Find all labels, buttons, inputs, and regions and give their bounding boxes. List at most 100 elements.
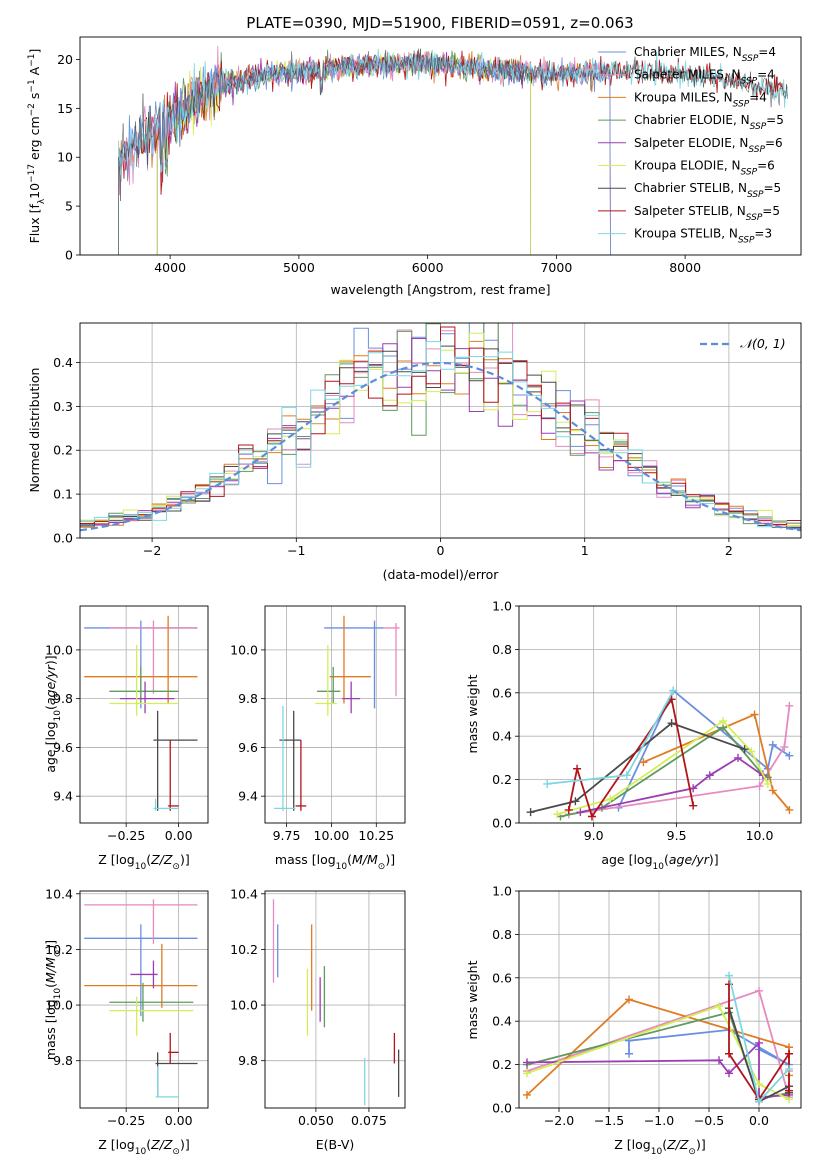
errorbar-point: [324, 620, 384, 709]
weight-vs-age-xlabel: age [log10(age/yr)]: [601, 852, 718, 872]
legend-entry: Salpeter ELODIE, NSSP=6: [634, 136, 783, 155]
legend-entry: Chabrier MILES, NSSP=4: [634, 45, 776, 64]
errorbar-point: [155, 1066, 179, 1098]
age-vs-Z-ylabel: age [log10(age/yr)]: [43, 655, 63, 772]
legend-entry: Kroupa ELODIE, NSSP=6: [634, 159, 775, 178]
y-tick-label: 20: [57, 52, 73, 67]
x-tick-label: −1.5: [594, 1113, 624, 1128]
x-tick-label: 10.00: [314, 828, 350, 843]
weight-series-line: [560, 726, 769, 818]
weight-vs-Z-ylabel: mass weight: [465, 960, 480, 1039]
x-tick-label: 9.0: [584, 828, 604, 843]
y-tick-label: 1.0: [492, 599, 512, 614]
y-tick-label: 10: [57, 150, 73, 165]
y-tick-label: 9.8: [53, 1053, 73, 1068]
weight-point-marker: [576, 808, 585, 817]
y-tick-label: 0: [65, 248, 73, 263]
weight-point-marker: [725, 1069, 733, 1078]
x-tick-label: 10.25: [358, 828, 394, 843]
weight_vs_age-series: [526, 686, 794, 821]
weight-point-marker: [785, 1049, 793, 1058]
errorbar-point: [317, 666, 341, 704]
weight-point-marker: [755, 1080, 763, 1089]
weight-point-marker: [543, 779, 552, 788]
errorbar-point: [109, 620, 198, 694]
errorbar-point: [84, 924, 198, 1017]
y-tick-label: 10.2: [45, 942, 73, 957]
mass_vs_Z-axes: −0.25 0.00 9.8 10.0 10.2 10.4: [45, 886, 208, 1128]
age_vs_mass-errorbars: [273, 615, 400, 811]
y-tick-label: 5: [65, 199, 73, 214]
y-tick-label: 0.4: [492, 729, 512, 744]
errorbar-point: [168, 1032, 179, 1064]
weight-point-marker: [553, 810, 562, 819]
x-tick-label: 0.075: [351, 1113, 387, 1128]
mass_vs_EBV-errorbars: [272, 899, 400, 1106]
weight-point-marker: [733, 753, 742, 762]
mass_vs_Z-frame: [79, 890, 209, 1109]
weight-point-marker: [725, 1049, 733, 1058]
y-tick-label: 9.8: [53, 691, 73, 706]
weight-point-marker: [755, 986, 763, 995]
weight-series-line: [530, 722, 745, 813]
weight-point-marker: [785, 751, 794, 760]
x-tick-label: −0.5: [694, 1113, 724, 1128]
residuals-frame: [79, 322, 802, 539]
x-tick-label: 0.00: [165, 828, 193, 843]
weight-point-marker: [705, 771, 714, 780]
x-tick-label: 2: [725, 543, 733, 558]
y-tick-label: 0.8: [492, 927, 512, 942]
x-tick-label: 8000: [669, 260, 701, 275]
weight-point-marker: [669, 686, 678, 695]
weight-point-marker: [715, 1056, 723, 1065]
errorbar-point: [153, 798, 179, 811]
x-tick-label: 1: [581, 543, 589, 558]
y-tick-label: 10.0: [230, 642, 258, 657]
spectrum-legend: Chabrier MILES, NSSP=4 Salpeter MILES, NS…: [598, 45, 784, 246]
weight-point-marker: [768, 740, 777, 749]
x-tick-label: −2.0: [544, 1113, 574, 1128]
weight-point-marker: [587, 812, 596, 821]
weight-point-marker: [564, 805, 573, 814]
age_vs_mass-frame: [264, 605, 406, 824]
mass-vs-EBV-xlabel: E(B-V): [316, 1137, 355, 1152]
y-tick-label: 9.8: [238, 1053, 258, 1068]
errorbar-point: [109, 996, 194, 1036]
y-tick-label: 10.4: [230, 886, 258, 901]
weight-series-line: [526, 1004, 790, 1101]
weight-point-marker: [750, 710, 759, 719]
y-tick-label: 9.6: [238, 740, 258, 755]
weight-point-marker: [725, 971, 733, 980]
weight-vs-Z-xlabel: Z [log10(Z/Z⊙)]: [614, 1137, 705, 1157]
y-tick-label: 10.2: [230, 942, 258, 957]
weight-point-marker: [719, 717, 728, 726]
errorbar-point: [295, 740, 307, 811]
weight-point-marker: [571, 797, 580, 806]
errorbar-point: [168, 740, 179, 811]
weight-point-marker: [606, 795, 615, 804]
y-tick-label: 0.6: [492, 970, 512, 985]
weight-point-marker: [785, 1064, 793, 1073]
errorbar-point: [329, 615, 371, 704]
weight-point-marker: [755, 1097, 763, 1106]
age_vs_Z-frame: [79, 605, 209, 824]
x-tick-label: 7000: [540, 260, 572, 275]
residuals-axes: −2 −1 0 1 2 0.0 0.1 0.2 0.3 0.4: [53, 323, 801, 558]
y-tick-label: 0.0: [53, 531, 73, 546]
weight-point-marker: [785, 1086, 793, 1095]
y-tick-label: 0.1: [53, 487, 73, 502]
figure-title: PLATE=0390, MJD=51900, FIBERID=0591, z=0…: [246, 14, 633, 32]
mass-vs-Z-xlabel: Z [log10(Z/Z⊙)]: [98, 1137, 189, 1157]
age-vs-mass-xlabel: mass [log10(M/M⊙)]: [275, 852, 395, 872]
legend-entry: Salpeter MILES, NSSP=4: [634, 68, 775, 87]
x-tick-label: 9.5: [667, 828, 687, 843]
errorbar-point: [273, 705, 296, 811]
histogram-series: [80, 341, 801, 528]
weight-point-marker: [768, 786, 777, 795]
y-tick-label: 0.0: [492, 816, 512, 831]
weight_vs_Z-series: [523, 971, 793, 1106]
spectrum-frame: [79, 36, 802, 256]
y-tick-label: 0.2: [492, 772, 512, 787]
errorbar-point: [315, 645, 337, 716]
y-tick-label: 10.0: [45, 998, 73, 1013]
